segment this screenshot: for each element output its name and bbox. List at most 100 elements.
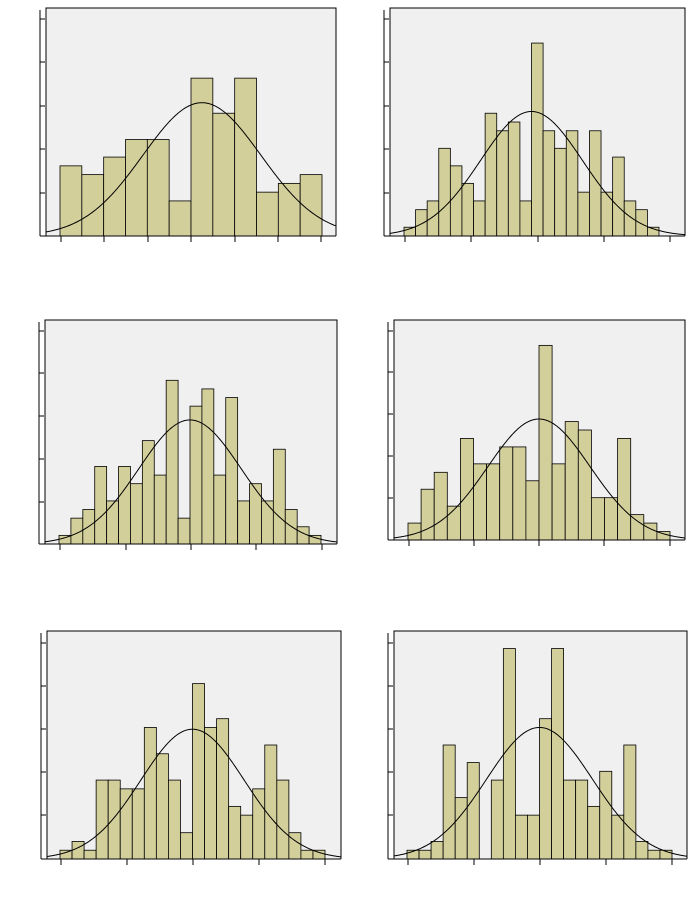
histogram-bar: [141, 440, 155, 545]
histogram-bar: [519, 200, 532, 237]
plot-frame: [45, 7, 337, 236]
histogram-bar: [264, 744, 278, 860]
histogram-panel-row-1-right: [383, 7, 686, 242]
histogram-bar: [486, 463, 501, 541]
histogram-bar: [446, 505, 461, 541]
histogram-bar: [525, 480, 540, 541]
plot-frame: [46, 630, 342, 859]
histogram-bar: [623, 200, 637, 237]
histogram-bar: [449, 165, 463, 237]
histogram-bar: [527, 814, 540, 860]
histogram-bar: [201, 388, 215, 545]
histogram-bar: [461, 182, 474, 237]
histogram-bar: [542, 130, 556, 237]
histogram-bar: [256, 191, 279, 237]
histogram-bar: [499, 446, 514, 541]
histogram-bar: [473, 200, 486, 237]
histogram-bar: [563, 779, 577, 860]
histogram-bar: [484, 112, 498, 237]
histogram-bar: [577, 429, 592, 541]
histogram-bar: [612, 156, 625, 237]
histogram-bar: [225, 397, 239, 545]
histogram-bar: [407, 522, 422, 541]
histogram-bar: [575, 779, 589, 860]
histogram-bar: [216, 718, 230, 860]
histogram-bar: [430, 841, 444, 860]
plot-frame: [389, 7, 686, 236]
histogram-bar: [577, 191, 590, 237]
histogram-panel-row-3-left: [40, 630, 342, 865]
histogram-bar: [565, 130, 579, 237]
histogram-bar: [103, 156, 126, 237]
histogram-bar: [420, 488, 435, 541]
histogram-bar: [473, 463, 488, 541]
histogram-bar: [507, 121, 521, 237]
histogram-bar: [131, 788, 145, 860]
histogram-bar: [213, 474, 227, 545]
normal-curve: [393, 418, 686, 539]
histogram-panel-row-2-right: [387, 319, 686, 546]
histogram-panel-row-2-left: [38, 319, 338, 550]
histogram-bar: [599, 770, 613, 860]
histogram-bar: [83, 849, 97, 860]
histogram-bar: [106, 500, 119, 545]
histogram-bar: [502, 648, 516, 860]
histogram-panel-row-1-left: [39, 7, 337, 242]
histogram-bar: [466, 762, 480, 860]
histogram-bar: [252, 788, 266, 860]
histogram-bar: [94, 466, 108, 545]
histogram-bar: [515, 814, 528, 860]
histogram-bar: [611, 814, 625, 860]
normal-curve: [46, 728, 342, 858]
histogram-bar: [288, 832, 302, 860]
histogram-bar: [240, 814, 254, 860]
histogram-bar: [551, 648, 564, 860]
histogram-bar: [118, 466, 131, 545]
histogram-bar: [249, 483, 262, 545]
histogram-bar: [143, 727, 157, 860]
normal-curve: [45, 102, 337, 233]
histogram-bar: [95, 779, 109, 860]
plot-frame: [393, 319, 686, 540]
histogram-bar: [165, 379, 179, 545]
histogram-bar: [587, 805, 601, 860]
histogram-bar: [415, 209, 428, 237]
histogram-bar: [177, 517, 191, 545]
histogram-bar: [234, 77, 257, 237]
histogram-bar: [442, 744, 456, 860]
histogram-bar: [71, 841, 85, 860]
histogram-bar: [496, 130, 509, 237]
histogram-bar: [312, 849, 326, 860]
histogram-bar: [643, 522, 658, 541]
plot-frame: [393, 630, 688, 859]
histogram-bar: [59, 165, 83, 237]
normal-curve: [393, 726, 688, 857]
histogram-bar: [490, 779, 504, 860]
normal-curve: [44, 419, 338, 543]
histogram-panel-row-3-right: [387, 630, 688, 865]
histogram-bar: [146, 139, 170, 237]
histogram-bar: [153, 474, 167, 545]
histogram-bar: [168, 779, 181, 860]
histogram-bar: [59, 849, 73, 860]
histogram-bar: [228, 805, 242, 860]
histogram-bar: [107, 779, 121, 860]
histogram-bar: [190, 77, 214, 237]
histogram-bar: [604, 497, 619, 541]
histogram-bar: [589, 130, 602, 237]
histogram-bar: [212, 112, 236, 237]
histogram-bar: [630, 514, 645, 541]
histogram-bar: [130, 483, 143, 545]
histogram-bar: [531, 42, 544, 237]
histogram-bar: [623, 744, 637, 860]
histogram-bar: [551, 463, 566, 541]
histogram-bar: [512, 446, 527, 541]
histogram-bar: [261, 500, 274, 545]
histogram-bar: [635, 209, 648, 237]
histogram-bar: [189, 405, 203, 545]
histogram-bar: [647, 849, 661, 860]
histogram-bar: [635, 841, 649, 860]
histogram-bar: [454, 797, 468, 860]
histogram-bar: [538, 344, 553, 541]
